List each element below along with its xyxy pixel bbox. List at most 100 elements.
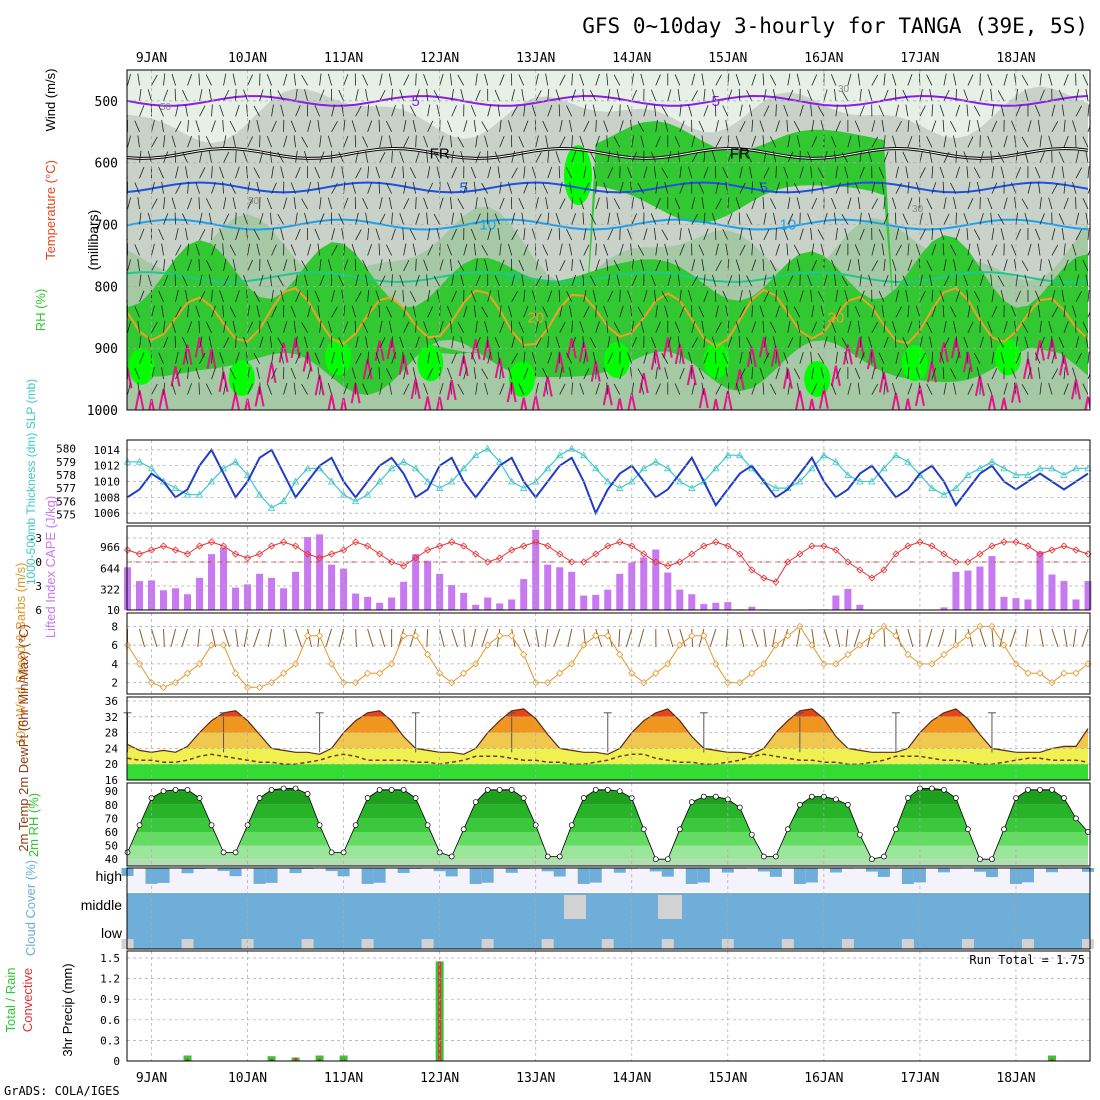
wind-barb bbox=[569, 181, 573, 194]
thickness-point bbox=[231, 457, 240, 465]
lifted-index-point bbox=[256, 550, 264, 558]
wind-barb bbox=[412, 119, 417, 132]
slp-line bbox=[126, 448, 1089, 516]
wind-barb bbox=[1024, 336, 1029, 349]
cape-bar bbox=[352, 593, 360, 610]
wind-barb bbox=[703, 352, 709, 364]
cloud-high-bar bbox=[541, 868, 554, 872]
wind-barb bbox=[1011, 367, 1017, 380]
wind-barb bbox=[559, 260, 566, 272]
wind-barb bbox=[415, 382, 417, 395]
day-label-top: 10JAN bbox=[228, 51, 267, 66]
cloud-high-bar bbox=[373, 868, 386, 883]
wind-speed-point bbox=[376, 669, 384, 677]
wind-barb bbox=[499, 181, 502, 194]
wind-barb bbox=[1015, 166, 1022, 179]
wind-barb bbox=[931, 305, 937, 318]
cloud-high-bar bbox=[685, 868, 698, 884]
lifted-index-point bbox=[1072, 546, 1080, 554]
wind-barb bbox=[589, 213, 597, 225]
wind-barb bbox=[1048, 73, 1053, 86]
lifted-index-point bbox=[676, 558, 684, 566]
wind-barb bbox=[796, 197, 801, 210]
wind-barb bbox=[518, 383, 525, 395]
wind-barb bbox=[1075, 150, 1080, 163]
wind-barb bbox=[619, 120, 624, 132]
wind-barb bbox=[1087, 125, 1090, 132]
wind-barb bbox=[127, 73, 131, 86]
wind-barb bbox=[811, 181, 815, 194]
wind-barb bbox=[559, 119, 563, 132]
wind-barb bbox=[616, 274, 621, 287]
wind-barb bbox=[427, 166, 431, 179]
wind-barb bbox=[787, 320, 791, 333]
wind-barb bbox=[511, 274, 515, 287]
wind-barb bbox=[595, 181, 597, 194]
lifted-index-point bbox=[304, 550, 312, 558]
wind-barb bbox=[211, 243, 216, 256]
wind-speed-point bbox=[652, 669, 660, 677]
cloud-low-gap bbox=[301, 939, 314, 949]
temp-tick: 16 bbox=[105, 774, 118, 787]
day-label-bottom: 13JAN bbox=[516, 1071, 555, 1086]
wind-barb bbox=[844, 290, 849, 302]
pressure-tick: 900 bbox=[95, 342, 118, 357]
wind-barb bbox=[229, 120, 236, 132]
wind-barb bbox=[583, 228, 587, 241]
wind-barb bbox=[293, 197, 296, 210]
wind-barb bbox=[158, 167, 164, 179]
wind-barb bbox=[481, 306, 489, 318]
thickness-point bbox=[484, 444, 492, 452]
rh-tick: 40 bbox=[105, 853, 118, 866]
rh-point bbox=[292, 785, 299, 792]
wind-barb bbox=[631, 275, 638, 287]
wind-barb bbox=[446, 182, 453, 194]
wind-barb bbox=[319, 213, 325, 225]
rh-point bbox=[965, 826, 971, 833]
wind-barb bbox=[571, 73, 573, 86]
wind-barb bbox=[787, 151, 794, 163]
cape-bar bbox=[700, 604, 708, 610]
thickness-tick: 575 bbox=[56, 508, 76, 521]
wind-barb bbox=[939, 166, 945, 179]
wind-barb bbox=[727, 197, 730, 210]
wind-barb bbox=[953, 259, 957, 271]
lifted-index-point bbox=[556, 550, 564, 558]
thickness-tick: 580 bbox=[56, 443, 76, 456]
wind-barb bbox=[1039, 197, 1042, 210]
wind-barb bbox=[343, 197, 349, 210]
thickness-point bbox=[904, 457, 912, 465]
wind-barb bbox=[187, 367, 189, 380]
wind-barb bbox=[508, 243, 513, 256]
wind-barb bbox=[1082, 259, 1089, 272]
wind-barb bbox=[749, 104, 753, 117]
wind-barb bbox=[915, 243, 921, 256]
wind-barb bbox=[391, 352, 396, 364]
wind-barb bbox=[175, 182, 182, 194]
wind-tick: 4 bbox=[111, 658, 118, 671]
isotherm-25 bbox=[148, 398, 155, 410]
isotherm-25 bbox=[854, 337, 865, 358]
wind-barb bbox=[379, 197, 383, 210]
wind-speed-point bbox=[1024, 669, 1032, 677]
wind-barb bbox=[139, 336, 142, 349]
wind-barb bbox=[499, 305, 502, 318]
wind-barb bbox=[175, 104, 179, 117]
wind-barb bbox=[810, 289, 813, 302]
wind-barb bbox=[807, 336, 813, 349]
cloud-low-gap bbox=[481, 939, 494, 949]
wind-barb bbox=[523, 244, 529, 256]
wind-barb bbox=[786, 305, 789, 318]
cape-bar bbox=[340, 568, 348, 610]
wind-barb bbox=[973, 291, 981, 303]
wind-barb bbox=[235, 104, 240, 117]
wind-barb bbox=[759, 182, 765, 194]
wind-barb-10m bbox=[796, 628, 801, 648]
wind-barb bbox=[943, 320, 947, 333]
wind-barb bbox=[868, 212, 873, 225]
wind-speed-point bbox=[784, 632, 792, 640]
wind-barb bbox=[679, 120, 685, 132]
wind-barb bbox=[535, 135, 539, 148]
wind-barb bbox=[290, 244, 296, 256]
rh-point bbox=[268, 786, 275, 793]
